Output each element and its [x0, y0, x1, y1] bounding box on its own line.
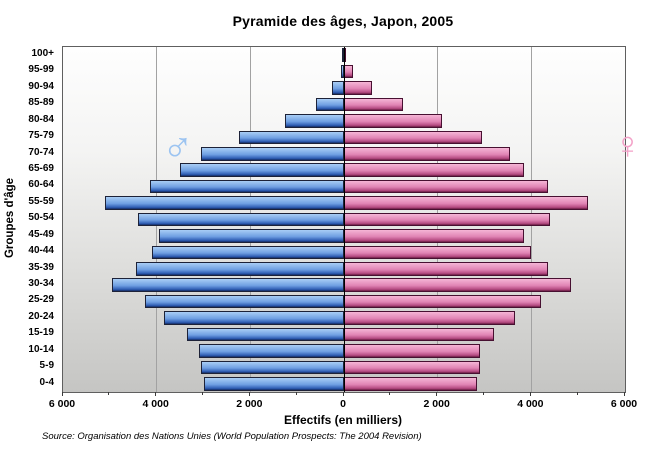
- age-group-label: 95-99: [28, 64, 54, 76]
- male-bar-45-49: [159, 229, 344, 243]
- female-bar-85-89: [344, 97, 403, 112]
- female-bar-100+: [344, 48, 346, 62]
- age-group-label: 20-24: [28, 310, 54, 322]
- female-bar-75-79: [344, 130, 483, 145]
- age-group-label: 70-74: [28, 146, 54, 158]
- x-tick-label: 4 000: [142, 398, 169, 410]
- female-bar-55-59: [344, 196, 588, 210]
- x-tick-label: 6 000: [610, 398, 638, 410]
- age-group-label: 90-94: [28, 80, 54, 92]
- male-bar-85-89: [315, 97, 344, 112]
- female-bar-65-69: [344, 163, 525, 177]
- female-bar-90-94: [344, 81, 373, 95]
- age-group-label: 55-59: [28, 195, 54, 207]
- age-group-label: 10-14: [28, 343, 54, 355]
- age-group-label: 30-34: [28, 278, 54, 289]
- female-bar-30-34: [344, 278, 572, 292]
- x-minor-tick: [202, 392, 203, 395]
- x-axis-tick-marks: [61, 392, 625, 397]
- age-group-label: 45-49: [28, 228, 54, 240]
- female-bar-70-74: [344, 147, 511, 161]
- x-minor-tick: [108, 392, 110, 395]
- x-major-tick: [61, 392, 63, 396]
- female-bar-95-99: [344, 64, 354, 79]
- male-bar-30-34: [112, 278, 344, 292]
- female-bar-5-9: [344, 360, 480, 375]
- x-major-tick: [342, 392, 344, 396]
- age-group-label: 25-29: [28, 294, 54, 306]
- age-group-axis: 100+ 95-99 90-94 85-89 80-84 75-79 70-74 65-69 6…: [0, 46, 57, 391]
- x-major-tick: [436, 392, 438, 396]
- x-major-tick: [155, 392, 157, 396]
- female-bar-20-24: [344, 311, 515, 325]
- female-bar-10-14: [344, 344, 480, 358]
- age-group-label: 50-54: [28, 212, 54, 224]
- female-bar-45-49: [344, 229, 525, 243]
- center-axis-line: [343, 47, 345, 392]
- age-group-label: 60-64: [28, 179, 54, 191]
- female-bar-40-44: [344, 245, 532, 260]
- x-major-tick: [529, 392, 531, 396]
- age-group-label: 75-79: [28, 130, 54, 142]
- male-bar-90-94: [332, 81, 344, 95]
- male-bar-35-39: [135, 262, 344, 276]
- female-bar-0-4: [344, 377, 478, 391]
- age-group-label: 5-9: [39, 360, 54, 372]
- female-symbol-icon: ♀: [611, 125, 640, 167]
- female-bar-50-54: [344, 212, 551, 227]
- male-bar-20-24: [163, 311, 344, 325]
- x-minor-tick: [389, 392, 391, 395]
- age-group-label: 35-39: [28, 261, 54, 273]
- x-axis-tick-labels: 6 000 4 000 2 000 0 2 000 4 000 6 000: [49, 398, 637, 412]
- male-bar-70-74: [201, 147, 344, 161]
- male-bar-55-59: [105, 196, 344, 210]
- male-bar-75-79: [238, 130, 344, 145]
- male-bar-40-44: [151, 245, 344, 260]
- age-group-label: 80-84: [28, 113, 54, 125]
- age-group-label: 100+: [31, 48, 54, 59]
- age-group-label: 0-4: [39, 376, 54, 388]
- female-bar-35-39: [344, 262, 548, 276]
- x-tick-label: 6 000: [48, 398, 76, 410]
- x-tick-label: 2 000: [236, 398, 263, 410]
- plot-area: ♂ ♀: [62, 46, 640, 393]
- age-group-label: 85-89: [28, 97, 54, 109]
- male-bar-0-4: [203, 377, 344, 391]
- male-bar-60-64: [149, 179, 344, 194]
- x-axis-title: Effectifs (en milliers): [283, 413, 403, 427]
- x-tick-label: 4 000: [517, 398, 544, 410]
- male-bar-50-54: [137, 212, 344, 227]
- age-group-label: 15-19: [28, 327, 54, 339]
- x-minor-tick: [295, 392, 297, 395]
- source-note: Source: Organisation des Nations Unies (…: [42, 431, 422, 442]
- female-bar-25-29: [344, 294, 541, 309]
- x-minor-tick: [576, 392, 578, 395]
- female-bar-80-84: [344, 114, 443, 128]
- x-major-tick: [623, 392, 625, 396]
- male-bar-65-69: [180, 163, 344, 177]
- male-bar-25-29: [144, 294, 344, 309]
- male-bar-5-9: [201, 360, 344, 375]
- chart-title: Pyramide des âges, Japon, 2005: [232, 13, 454, 29]
- female-bar-15-19: [344, 327, 494, 342]
- x-minor-tick: [483, 392, 484, 395]
- age-group-label: 65-69: [28, 163, 54, 174]
- male-bar-15-19: [187, 327, 344, 342]
- female-bar-60-64: [344, 179, 548, 194]
- male-symbol-icon: ♂: [162, 122, 194, 169]
- age-group-label: 40-44: [28, 245, 54, 257]
- male-bar-10-14: [198, 344, 344, 358]
- x-tick-label: 2 000: [423, 398, 450, 410]
- x-major-tick: [248, 392, 250, 396]
- x-tick-label: 0: [340, 398, 346, 410]
- male-bar-80-84: [285, 114, 344, 128]
